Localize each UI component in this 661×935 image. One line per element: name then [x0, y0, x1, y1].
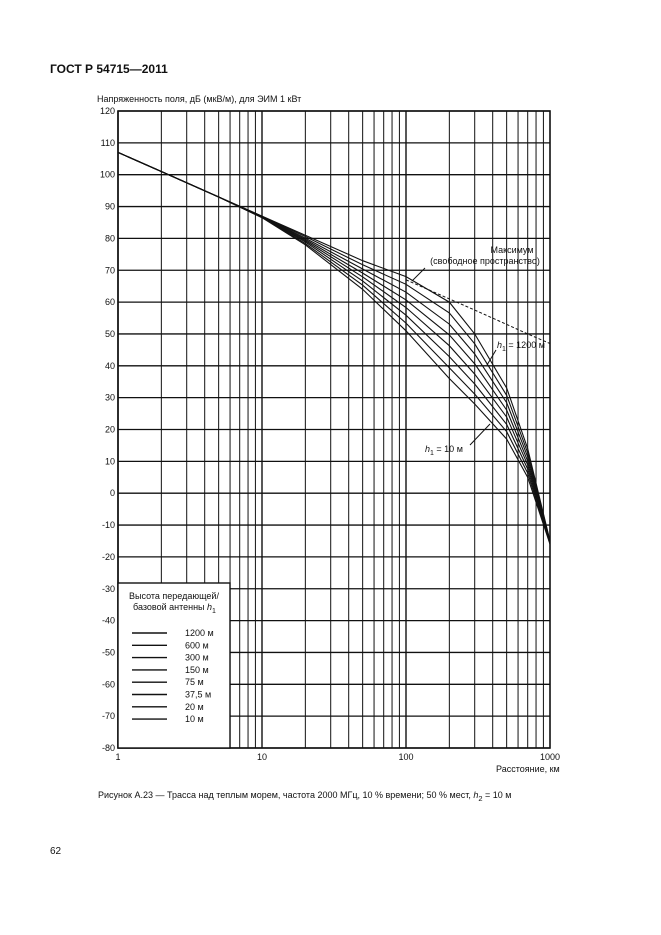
y-tick-label: 70: [105, 265, 115, 275]
y-tick-label: 90: [105, 202, 115, 212]
series-line-20м: [117, 151, 551, 544]
legend-title-text: базовой антенны: [133, 602, 207, 612]
annotation-var: h: [425, 444, 430, 454]
legend-label: 1200 м: [185, 628, 214, 638]
y-tick-label: -70: [102, 711, 115, 721]
legend-box: [117, 582, 231, 749]
x-tick-label: 10: [257, 752, 267, 762]
y-tick-label: 120: [100, 106, 115, 116]
y-tick-label: 50: [105, 329, 115, 339]
y-tick-label: -30: [102, 584, 115, 594]
y-tick-label: -10: [102, 520, 115, 530]
caption-sub: 2: [478, 793, 483, 803]
legend-label: 75 м: [185, 677, 204, 687]
legend-label: 150 м: [185, 665, 209, 675]
annotation-sub: 1: [430, 450, 434, 457]
caption-text: Рисунок А.23 — Трасса над теплым морем, …: [98, 790, 474, 800]
series-line-1200м: [117, 151, 551, 542]
y-tick-label: -60: [102, 679, 115, 689]
legend-title-sub: 1: [212, 608, 216, 615]
page-number: 62: [50, 846, 62, 857]
legend-title: базовой антенны h1: [133, 602, 216, 615]
y-tick-label: -50: [102, 647, 115, 657]
plot-frame: [117, 110, 551, 749]
y-tick-label: -80: [102, 743, 115, 753]
y-tick-label: 0: [110, 488, 115, 498]
free-space-label: Максимум: [490, 245, 533, 255]
y-tick-label: 10: [105, 456, 115, 466]
annotation-arrow: [469, 423, 491, 446]
annotation-text: = 1200 м: [506, 340, 545, 350]
legend-label: 600 м: [185, 640, 209, 650]
annotation-arrow: [411, 267, 426, 282]
caption-var: h: [473, 790, 479, 800]
legend-label: 37,5 м: [185, 690, 211, 700]
y-tick-label: 40: [105, 361, 115, 371]
series-line-600м: [117, 151, 551, 542]
y-tick-label: 80: [105, 233, 115, 243]
y-tick-label: -40: [102, 616, 115, 626]
series-line-10м: [117, 151, 551, 545]
annotation-h1-1200: h1 = 1200 м: [497, 340, 545, 353]
y-tick-label: 100: [100, 170, 115, 180]
annotation-text: = 10 м: [434, 444, 463, 454]
y-tick-label: 20: [105, 425, 115, 435]
x-tick-label: 100: [398, 752, 413, 762]
caption-tail: = 10 м: [482, 790, 512, 800]
series-line-75м: [117, 151, 551, 544]
x-axis-label: Расстояние, км: [496, 764, 560, 774]
y-tick-label: 30: [105, 393, 115, 403]
annotation-arrow: [486, 349, 497, 366]
y-tick-label: -20: [102, 552, 115, 562]
annotation-var: h: [497, 340, 502, 350]
x-tick-label: 1: [115, 752, 120, 762]
free-space-line: [405, 279, 551, 344]
legend-title-var: h: [207, 602, 212, 612]
y-tick-label: 110: [101, 138, 115, 148]
annotation-h1-10: h1 = 10 м: [425, 444, 463, 457]
series-line-150м: [117, 151, 551, 543]
series-line-375м: [117, 151, 551, 544]
x-tick-label: 1000: [540, 752, 560, 762]
legend-label: 300 м: [185, 653, 209, 663]
annotation-sub: 1: [502, 346, 506, 353]
legend-title: Высота передающей/: [129, 591, 219, 601]
figure-caption: Рисунок А.23 — Трасса над теплым морем, …: [98, 790, 511, 803]
legend-label: 20 м: [185, 702, 204, 712]
document-header: ГОСТ Р 54715—2011: [50, 62, 168, 76]
y-axis-label: Напряженность поля, дБ (мкВ/м), для ЭИМ …: [97, 94, 302, 104]
free-space-label: (свободное пространство): [430, 256, 540, 266]
legend-label: 10 м: [185, 714, 204, 724]
y-tick-label: 60: [105, 297, 115, 307]
series-line-300м: [117, 151, 551, 543]
